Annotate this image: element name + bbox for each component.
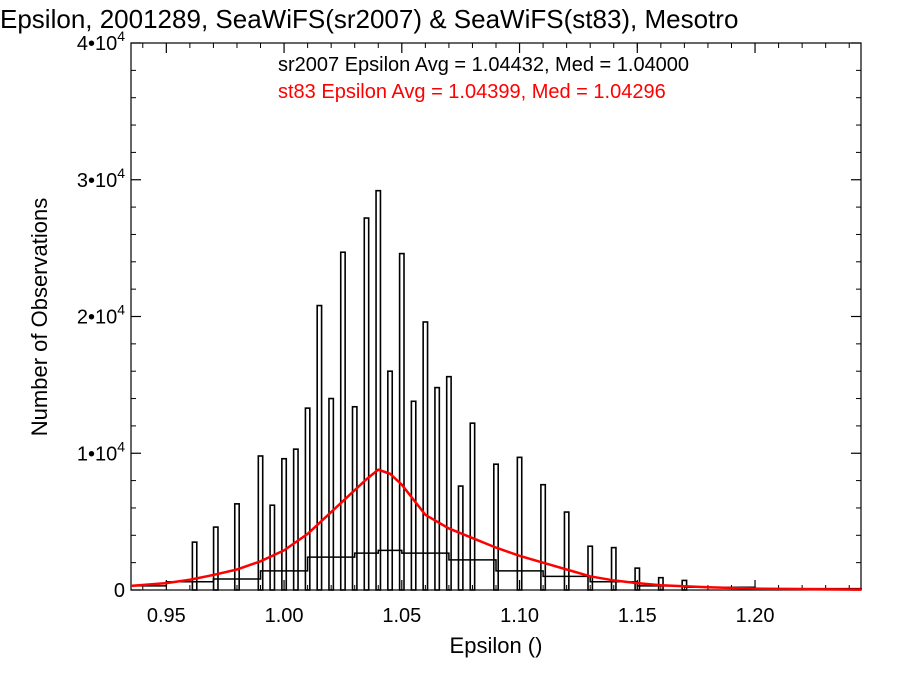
x-axis-label: Epsilon () [450,633,543,658]
chart-title: Epsilon, 2001289, SeaWiFS(sr2007) & SeaW… [0,4,738,34]
histogram-bar [363,217,370,591]
histogram-bar [610,546,617,591]
histogram-bar [540,483,547,591]
histogram-bar [292,448,299,591]
histogram-bar [257,455,264,591]
y-axis-label: Number of Observations [27,198,52,436]
histogram-bar [469,422,476,591]
histogram-bar [191,541,198,591]
y-tick-label: 3•104 [77,165,125,192]
histogram-bar [269,504,276,591]
y-tick-label: 0 [114,580,125,602]
st83-histogram-line [130,468,862,591]
histogram-bar [375,189,382,591]
histogram-bar [516,456,523,591]
histogram-bar [457,485,464,591]
histogram-bar [398,252,405,591]
y-tick-label: 4•104 [77,28,125,55]
x-tick-label: 1.10 [500,605,539,627]
x-axis: 0.95 1.00 1.05 1.10 1.15 1.20 [142,43,850,627]
histogram-bar [316,304,323,591]
histogram-bar [339,251,346,591]
y-tick-label: 1•104 [77,438,125,465]
histogram-bar [445,375,452,591]
x-tick-label: 0.95 [147,605,186,627]
x-tick-label: 1.20 [736,605,775,627]
histogram-bar [492,463,499,591]
histogram-bar [387,370,394,591]
histogram-bar [281,457,288,591]
histogram-bar [434,386,441,591]
histogram-bar [212,526,219,591]
x-tick-label: 1.00 [265,605,304,627]
histogram-bar [634,567,641,591]
histogram-bar [422,321,429,591]
histogram-bar [410,400,417,591]
x-tick-label: 1.15 [618,605,657,627]
y-tick-label: 2•104 [77,302,125,329]
sr2007-histogram-baseline [131,549,862,590]
histogram-bar [233,503,240,591]
legend-entry-st83: st83 Epsilon Avg = 1.04399, Med = 1.0429… [278,81,666,103]
histogram-bar [304,407,311,591]
y-axis: 0 1•104 2•104 3•104 4•104 [77,28,861,602]
histogram-bar [563,511,570,591]
legend-entry-sr2007: sr2007 Epsilon Avg = 1.04432, Med = 1.04… [278,54,689,76]
plot-frame [130,42,862,591]
sr2007-histogram [191,189,688,591]
histogram-bar [351,405,358,591]
histogram-bar [587,545,594,591]
histogram-bar [328,397,335,591]
x-tick-label: 1.05 [382,605,421,627]
